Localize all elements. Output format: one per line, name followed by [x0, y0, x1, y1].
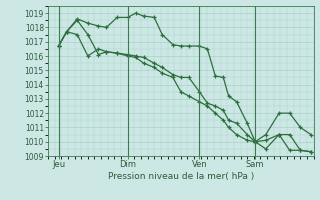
X-axis label: Pression niveau de la mer( hPa ): Pression niveau de la mer( hPa ) [108, 172, 254, 181]
